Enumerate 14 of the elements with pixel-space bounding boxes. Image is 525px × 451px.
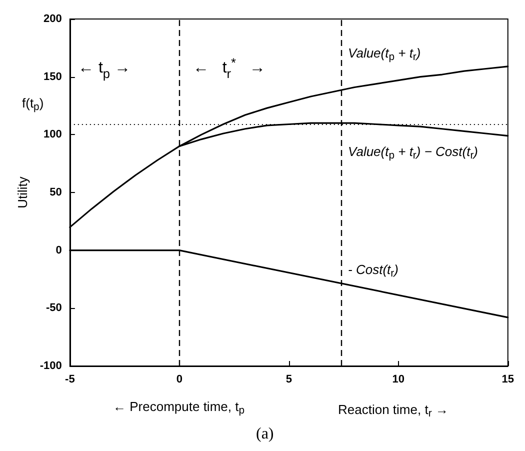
x-tick-label: -5 — [65, 374, 75, 386]
y-tick-label: -100 — [40, 360, 62, 372]
y-tick-label: 100 — [44, 128, 62, 141]
y-tick-label: 0 — [56, 244, 62, 256]
y-tick-label: -50 — [46, 302, 62, 314]
x-tick-label: 10 — [392, 374, 405, 386]
text: (a) — [256, 426, 274, 442]
y-tick-label: 150 — [44, 70, 62, 83]
x-tick-label: 0 — [176, 374, 182, 386]
y-axis-title: Utility — [15, 176, 30, 208]
x-tick-label: 5 — [286, 374, 292, 386]
y-tick-label: 200 — [44, 13, 62, 25]
y-tick-label: 50 — [50, 186, 62, 198]
x-tick-label: 15 — [502, 374, 514, 386]
